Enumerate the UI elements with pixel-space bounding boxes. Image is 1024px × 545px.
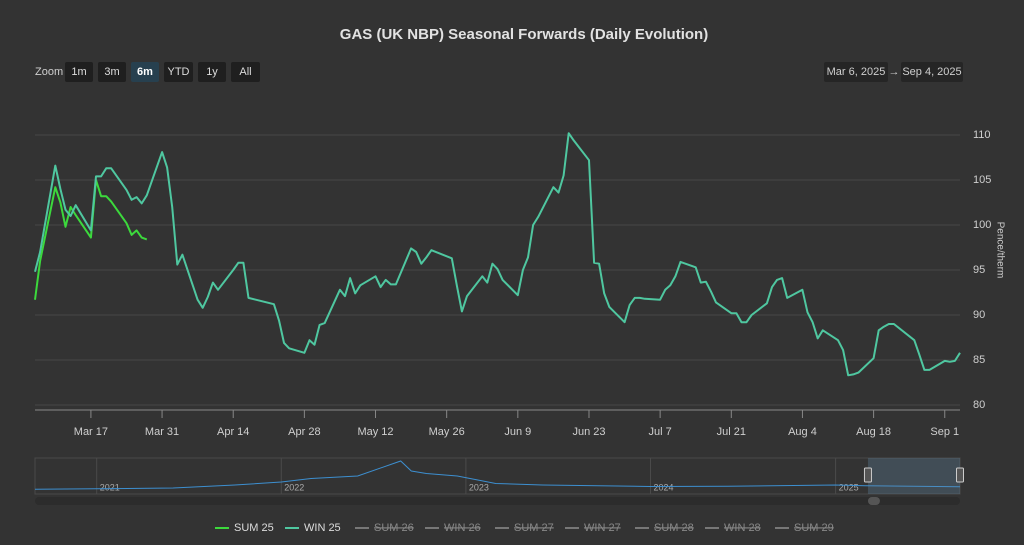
x-tick-label: Mar 17 — [74, 426, 108, 438]
x-tick-label: Aug 18 — [856, 426, 891, 438]
x-tick-label: May 26 — [429, 426, 465, 438]
y-tick-label: 110 — [973, 129, 991, 141]
navigator-tick-label: 2025 — [839, 482, 859, 492]
x-tick-label: Apr 28 — [288, 426, 320, 438]
range-button[interactable] — [98, 62, 126, 82]
chart-title: GAS (UK NBP) Seasonal Forwards (Daily Ev… — [340, 26, 708, 43]
legend-label[interactable]: WIN 27 — [584, 522, 621, 534]
range-button-label[interactable]: 3m — [104, 66, 119, 78]
x-tick-label: Jul 7 — [649, 426, 672, 438]
date-from[interactable]: Mar 6, 2025 — [827, 66, 886, 78]
legend-label[interactable]: WIN 26 — [444, 522, 481, 534]
range-button[interactable] — [131, 62, 159, 82]
scrollbar[interactable] — [35, 497, 960, 505]
date-input-to[interactable] — [901, 62, 963, 82]
range-button-label[interactable]: YTD — [168, 66, 190, 78]
legend-label[interactable]: SUM 28 — [654, 522, 694, 534]
legend-label[interactable]: SUM 29 — [794, 522, 834, 534]
legend-label[interactable]: SUM 27 — [514, 522, 554, 534]
legend-label[interactable]: SUM 25 — [234, 522, 274, 534]
x-tick-label: Aug 4 — [788, 426, 817, 438]
legend-label[interactable]: WIN 25 — [304, 522, 341, 534]
range-button[interactable] — [65, 62, 93, 82]
x-tick-label: Jul 21 — [717, 426, 746, 438]
range-button-label[interactable]: 1m — [71, 66, 86, 78]
date-input-from[interactable] — [824, 62, 888, 82]
navigator-line — [34, 460, 961, 490]
x-tick-label: Mar 31 — [145, 426, 179, 438]
x-tick-label: Apr 14 — [217, 426, 249, 438]
x-tick-label: Jun 23 — [572, 426, 605, 438]
range-button-label[interactable]: 6m — [137, 66, 153, 78]
legend-label[interactable]: SUM 26 — [374, 522, 414, 534]
x-tick-label: Sep 1 — [930, 426, 959, 438]
scrollbar-thumb[interactable] — [867, 497, 880, 505]
navigator-tick-label: 2021 — [100, 482, 120, 492]
navigator-tick-label: 2022 — [284, 482, 304, 492]
zoom-label: Zoom — [35, 66, 63, 78]
navigator-tick-label: 2023 — [469, 482, 489, 492]
series-line — [34, 132, 961, 377]
x-tick-label: Jun 9 — [504, 426, 531, 438]
y-tick-label: 80 — [973, 399, 985, 411]
range-button-label[interactable]: 1y — [206, 66, 218, 78]
range-button[interactable] — [164, 62, 193, 82]
navigator-selection[interactable] — [867, 458, 960, 494]
y-tick-label: 95 — [973, 264, 985, 276]
y-tick-label: 100 — [973, 219, 991, 231]
navigator-handle[interactable] — [863, 467, 872, 483]
navigator-tick-label: 2024 — [653, 482, 673, 492]
date-separator: → — [889, 66, 900, 78]
date-to[interactable]: Sep 4, 2025 — [902, 66, 961, 78]
navigator-handle[interactable] — [956, 467, 964, 483]
range-button[interactable] — [231, 62, 260, 82]
y-axis-title: Pence/therm — [994, 222, 1005, 279]
x-tick-label: May 12 — [357, 426, 393, 438]
range-button-label[interactable]: All — [239, 66, 251, 78]
y-tick-label: 90 — [973, 309, 985, 321]
range-button[interactable] — [198, 62, 226, 82]
y-tick-label: 85 — [973, 354, 985, 366]
legend-label[interactable]: WIN 28 — [724, 522, 761, 534]
y-tick-label: 105 — [973, 174, 991, 186]
